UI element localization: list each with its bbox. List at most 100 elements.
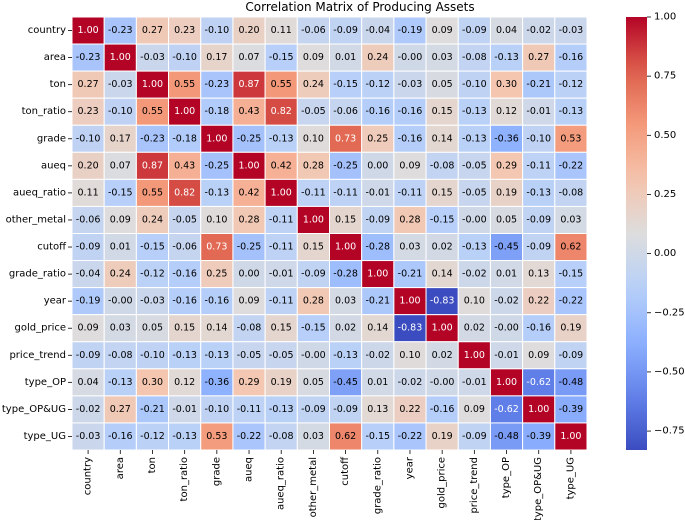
cell-value-label: -0.03: [559, 25, 584, 36]
cell-value-label: -0.01: [365, 187, 390, 198]
heatmap-cell: [232, 178, 266, 207]
cell-value-label: -0.16: [172, 296, 197, 307]
cell-value-label: 0.04: [496, 25, 517, 36]
heatmap-cell: [329, 124, 363, 153]
heatmap-cell: [329, 178, 363, 207]
cell-value-label: 0.22: [399, 404, 420, 415]
y-tick-label: grade: [37, 133, 66, 144]
cell-value-label: 0.09: [110, 214, 131, 225]
cell-value-label: -0.10: [205, 404, 230, 415]
heatmap-cell: [135, 233, 170, 262]
cell-value-label: -0.28: [365, 242, 390, 253]
cell-value-label: 1.00: [271, 187, 292, 198]
y-tick-label: price_trend: [9, 350, 66, 361]
y-tick-label: other_metal: [6, 214, 66, 225]
cell-value-label: -0.13: [462, 106, 487, 117]
cell-value-label: -0.01: [526, 106, 551, 117]
cell-value-label: 0.01: [496, 269, 517, 280]
cell-value-label: 0.23: [174, 25, 195, 36]
cell-value-label: 0.01: [110, 242, 131, 253]
cell-value-label: -0.08: [269, 431, 294, 442]
heatmap-cell: [489, 205, 524, 234]
heatmap-cell: [425, 124, 459, 153]
heatmap-cell: [103, 395, 137, 424]
heatmap-cell: [200, 260, 234, 289]
cell-value-label: 0.10: [399, 350, 420, 361]
cell-value-label: -0.09: [462, 431, 487, 442]
cell-value-label: 0.09: [464, 404, 485, 415]
cell-value-label: -0.11: [301, 187, 326, 198]
cell-value-label: -0.08: [430, 160, 455, 171]
heatmap-cell: [200, 314, 234, 343]
cell-value-label: -0.25: [237, 133, 262, 144]
x-tick-label: aueq_ratio: [276, 457, 287, 510]
colorbar-gradient: [626, 17, 647, 450]
heatmap-cell: [554, 287, 588, 316]
cell-value-label: 0.19: [432, 431, 453, 442]
cell-value-label: -0.25: [237, 242, 262, 253]
cell-value-label: 1.00: [206, 133, 227, 144]
x-tick-label: grade: [211, 457, 222, 486]
cell-value-label: 0.15: [432, 106, 453, 117]
cell-value-label: -0.15: [333, 79, 358, 90]
heatmap-cell: [489, 124, 524, 153]
cell-value-label: 0.03: [110, 323, 131, 334]
cell-value-label: 0.09: [432, 25, 453, 36]
cell-value-label: -0.11: [269, 214, 294, 225]
cell-value-label: 0.10: [464, 296, 485, 307]
cell-value-label: 0.02: [335, 323, 356, 334]
cell-value-label: 0.22: [528, 296, 549, 307]
heatmap-cell: [135, 97, 170, 126]
heatmap-cell: [200, 124, 234, 153]
cell-value-label: -0.25: [205, 160, 230, 171]
cell-value-label: 0.07: [110, 160, 131, 171]
heatmap-cell: [329, 205, 363, 234]
heatmap-cell: [200, 97, 234, 126]
cell-value-label: 1.00: [367, 269, 388, 280]
cell-value-label: -0.83: [430, 296, 455, 307]
cell-value-label: -0.09: [526, 214, 551, 225]
heatmap-cell: [135, 260, 170, 289]
heatmap-cell: [457, 43, 491, 72]
heatmap-cell: [103, 124, 137, 153]
cell-value-label: 0.23: [78, 106, 99, 117]
cell-value-label: -0.08: [237, 323, 262, 334]
cell-value-label: -0.10: [108, 106, 133, 117]
cell-value-label: -0.22: [398, 431, 423, 442]
cell-value-label: -0.05: [269, 350, 294, 361]
heatmap-cell: [489, 16, 524, 45]
cell-value-label: 0.17: [206, 52, 227, 63]
heatmap-cell: [168, 368, 202, 397]
cell-value-label: -0.09: [301, 404, 326, 415]
cell-value-label: -0.22: [559, 296, 584, 307]
cell-value-label: -0.21: [365, 296, 390, 307]
colorbar-tick-label: −0.50: [654, 366, 685, 377]
y-tick-label: cutoff: [37, 242, 67, 253]
heatmap-cell: [457, 70, 491, 99]
cell-value-label: 0.55: [142, 106, 163, 117]
y-tick-label: area: [44, 52, 66, 63]
heatmap-cell: [457, 395, 491, 424]
heatmap-cell: [71, 233, 105, 262]
heatmap-cell: [135, 124, 170, 153]
y-tick-label: type_OP: [25, 377, 66, 388]
x-tick-label: type_OP: [501, 457, 512, 498]
colorbar: 1.00 0.75 0.50 0.25 0.00 −0.25 −0.50 −0.75: [626, 12, 685, 450]
heatmap-cell: [361, 341, 395, 370]
cell-value-label: -0.00: [494, 323, 519, 334]
cell-value-label: -0.05: [301, 106, 326, 117]
cell-value-label: -0.39: [559, 404, 584, 415]
heatmap-cell: [296, 97, 330, 126]
cell-value-label: -0.21: [140, 404, 165, 415]
cell-value-label: -0.10: [140, 350, 165, 361]
colorbar-tick-label: −0.75: [654, 426, 685, 437]
heatmap-cell: [425, 178, 459, 207]
cell-value-label: 0.14: [206, 323, 227, 334]
cell-value-label: -0.13: [269, 404, 294, 415]
heatmap-cell: [554, 314, 588, 343]
cell-value-label: -0.13: [108, 377, 133, 388]
y-tick-label: ton: [50, 79, 66, 90]
heatmap-cell: [200, 395, 234, 424]
heatmap-cell: [200, 70, 234, 99]
